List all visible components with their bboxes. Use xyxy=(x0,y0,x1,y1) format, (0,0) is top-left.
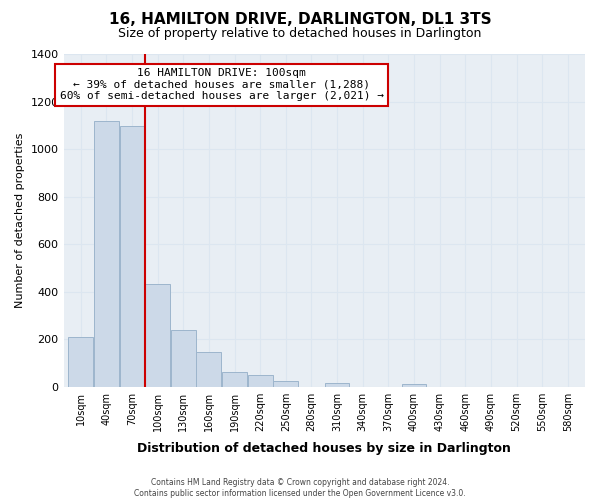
Text: 16 HAMILTON DRIVE: 100sqm
← 39% of detached houses are smaller (1,288)
60% of se: 16 HAMILTON DRIVE: 100sqm ← 39% of detac… xyxy=(59,68,383,102)
Bar xyxy=(145,284,170,386)
Bar xyxy=(274,382,298,386)
Y-axis label: Number of detached properties: Number of detached properties xyxy=(15,132,25,308)
Bar xyxy=(68,337,93,386)
Bar xyxy=(248,375,272,386)
Bar xyxy=(325,383,349,386)
Bar xyxy=(222,372,247,386)
Text: 16, HAMILTON DRIVE, DARLINGTON, DL1 3TS: 16, HAMILTON DRIVE, DARLINGTON, DL1 3TS xyxy=(109,12,491,28)
Text: Size of property relative to detached houses in Darlington: Size of property relative to detached ho… xyxy=(118,28,482,40)
Text: Contains HM Land Registry data © Crown copyright and database right 2024.
Contai: Contains HM Land Registry data © Crown c… xyxy=(134,478,466,498)
X-axis label: Distribution of detached houses by size in Darlington: Distribution of detached houses by size … xyxy=(137,442,511,455)
Bar xyxy=(171,330,196,386)
Bar xyxy=(401,384,427,386)
Bar xyxy=(119,126,145,386)
Bar xyxy=(196,352,221,386)
Bar xyxy=(94,120,119,386)
